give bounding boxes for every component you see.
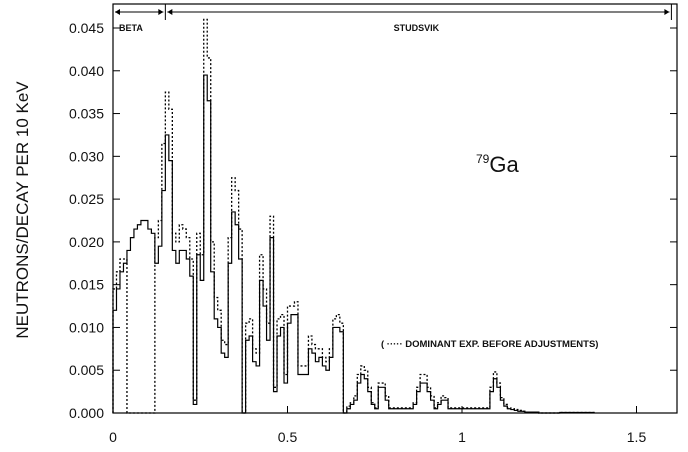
y-tick-label: 0.015 (69, 277, 104, 293)
y-tick-label: 0.005 (69, 362, 104, 378)
region-arrowhead-left (115, 9, 120, 15)
x-tick-label: 1 (458, 429, 466, 445)
y-tick-label: 0.045 (69, 20, 104, 36)
y-axis-ticks: 0.000 0.005 0.010 0.015 0.020 0.025 0.030 0.035… (69, 20, 677, 421)
y-tick-label: 0.020 (69, 234, 104, 250)
region-arrowhead-right (158, 9, 164, 15)
region-label-beta: BETA (119, 23, 143, 33)
isotope-mass: 79 (476, 152, 490, 166)
x-axis-ticks: 0 0.5 1 1.5 (109, 406, 646, 445)
y-tick-label: 0.030 (69, 148, 104, 164)
x-tick-label: 1.5 (627, 429, 647, 445)
y-tick-label: 0.035 (69, 106, 104, 122)
x-tick-label: 0.5 (278, 429, 298, 445)
y-tick-label: 0.040 (69, 63, 104, 79)
y-axis-label: NEUTRONS/DECAY PER 10 KeV (13, 81, 32, 339)
series-dotted-line (112, 18, 595, 414)
y-tick-label: 0.000 (69, 405, 104, 421)
annotation-label: ( ····· DOMINANT EXP. BEFORE ADJUSTMENTS… (381, 339, 598, 350)
y-tick-label: 0.010 (69, 319, 104, 335)
series-solid-line (112, 74, 595, 414)
plot-frame (112, 3, 678, 414)
region-markers: BETA STUDSVIK (115, 4, 672, 33)
y-tick-label: 0.025 (69, 191, 104, 207)
series-group (112, 18, 595, 414)
x-tick-label: 0 (109, 429, 117, 445)
region-label-studsvik: STUDSVIK (394, 23, 440, 33)
region-arrowhead-right (664, 9, 670, 15)
isotope-symbol: Ga (489, 152, 519, 177)
isotope-label: 79Ga (476, 152, 519, 177)
region-arrowhead-left (167, 9, 173, 15)
